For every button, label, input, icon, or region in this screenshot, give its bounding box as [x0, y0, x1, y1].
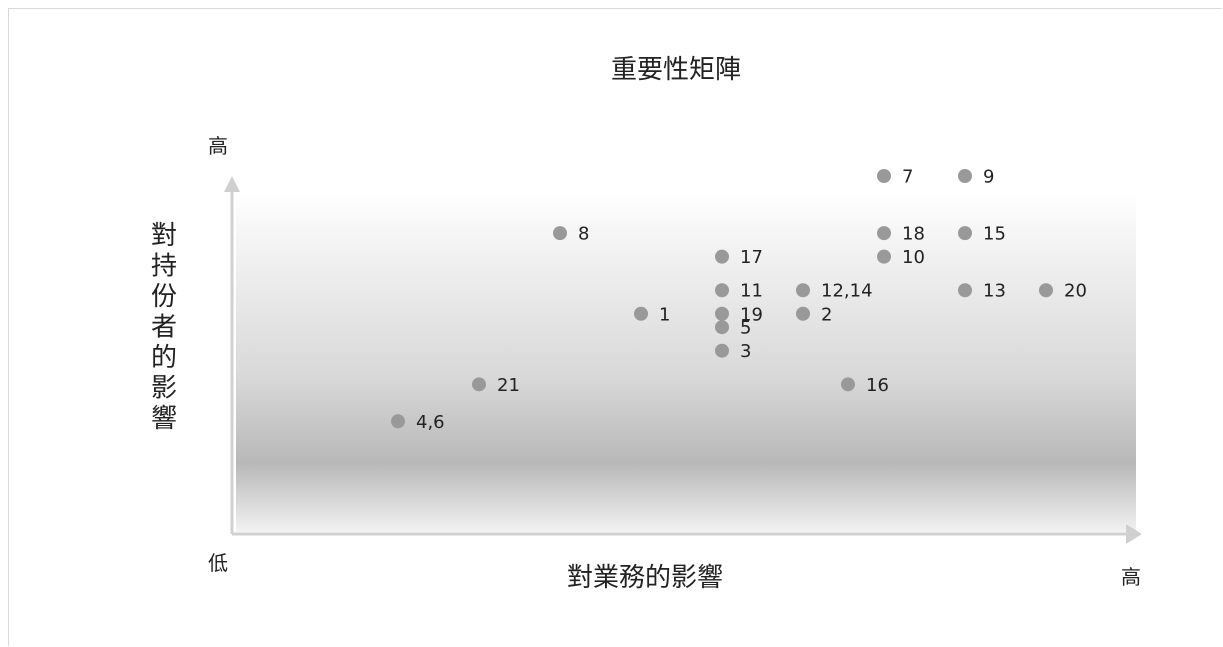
point-marker: [841, 377, 855, 392]
point-marker: [715, 249, 729, 264]
point-label: 15: [983, 224, 1006, 245]
y-axis-arrow-icon: [224, 176, 240, 192]
data-point: 11: [715, 281, 763, 302]
y-axis-title-char: 響: [151, 404, 177, 434]
data-point: 13: [958, 281, 1006, 302]
data-point: 2: [796, 304, 832, 325]
x-axis-title: 對業務的影響: [567, 563, 723, 593]
point-label: 10: [902, 247, 925, 268]
point-label: 11: [740, 281, 763, 302]
point-label: 4,6: [416, 412, 445, 433]
point-label: 9: [983, 167, 994, 188]
data-point: 20: [1039, 281, 1087, 302]
y-axis-title-char: 影: [151, 374, 177, 404]
point-label: 5: [740, 318, 751, 339]
point-label: 1: [659, 304, 670, 325]
point-label: 13: [983, 281, 1006, 302]
y-high-label: 高: [208, 134, 228, 158]
data-point: 15: [958, 224, 1006, 245]
point-label: 17: [740, 247, 763, 268]
data-point: 10: [877, 247, 925, 268]
y-axis-title-char: 份: [151, 282, 177, 312]
y-axis-title-char: 的: [151, 343, 177, 373]
point-label: 19: [740, 304, 763, 325]
point-marker: [715, 306, 729, 321]
data-point: 17: [715, 247, 763, 268]
point-label: 18: [902, 224, 925, 245]
point-label: 7: [902, 167, 913, 188]
data-points: 7 9 8 18 15 17 10 11 12,14 13 20 1 19 2 53 21 16 4,6: [391, 167, 1087, 433]
x-axis-arrow-icon: [1126, 524, 1142, 544]
data-point: 1: [634, 304, 670, 325]
point-label: 20: [1064, 281, 1087, 302]
point-marker: [796, 283, 810, 298]
point-marker: [715, 320, 729, 335]
point-marker: [958, 169, 972, 183]
point-marker: [796, 306, 810, 321]
point-marker: [553, 226, 567, 241]
y-axis-title-char: 持: [151, 252, 177, 282]
point-marker: [958, 283, 972, 298]
point-marker: [634, 306, 648, 321]
point-label: 16: [866, 375, 889, 396]
data-point: 16: [841, 375, 889, 396]
point-marker: [715, 343, 729, 358]
point-label: 21: [497, 375, 520, 396]
data-point: 4,6: [391, 412, 445, 433]
point-label: 8: [578, 224, 589, 245]
y-axis-title-char: 者: [151, 313, 177, 343]
point-marker: [472, 377, 486, 392]
chart-title: 重要性矩陣: [611, 55, 741, 85]
data-point: 5: [715, 318, 751, 339]
point-marker: [391, 414, 405, 429]
data-point: 21: [472, 375, 520, 396]
x-low-label: 低: [208, 551, 228, 575]
point-label: 12,14: [821, 281, 873, 302]
point-label: 2: [821, 304, 832, 325]
data-point: 12,14: [796, 281, 873, 302]
point-marker: [877, 249, 891, 264]
point-marker: [958, 226, 972, 241]
point-label: 3: [740, 341, 751, 362]
data-point: 7: [877, 167, 913, 188]
data-point: 9: [958, 167, 994, 188]
data-point: 19: [715, 304, 763, 325]
data-point: 18: [877, 224, 925, 245]
point-marker: [877, 169, 891, 183]
data-point: 8: [553, 224, 589, 245]
y-axis-title-char: 對: [151, 221, 177, 251]
point-marker: [877, 226, 891, 241]
data-point: 3: [715, 341, 751, 362]
plot-background: [236, 190, 1136, 532]
x-high-label: 高: [1121, 565, 1141, 589]
point-marker: [715, 283, 729, 298]
point-marker: [1039, 283, 1053, 298]
chart-frame: [8, 8, 1222, 646]
